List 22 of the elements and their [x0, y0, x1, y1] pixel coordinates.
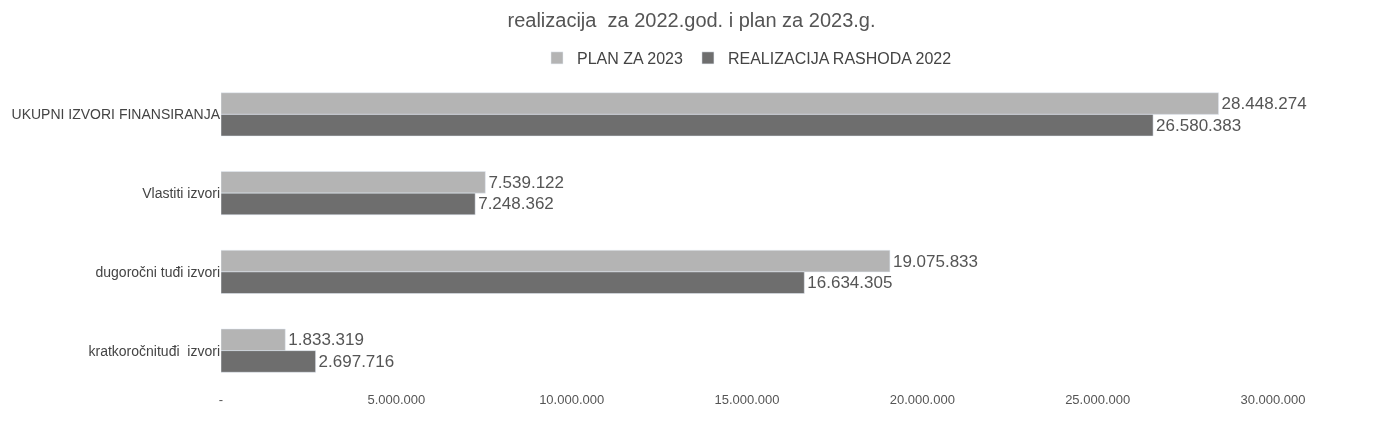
chart-title: realizacija za 2022.god. i plan za 2023.g.: [507, 8, 876, 31]
data-label: 26.580.383: [1156, 115, 1242, 135]
legend-label: REALIZACIJA RASHODA 2022: [727, 50, 952, 68]
data-label: 1.833.319: [288, 330, 364, 350]
y-tick-label: UKUPNI IZVORI FINANSIRANJA: [11, 106, 221, 123]
x-tick-label: 20.000.000: [889, 392, 955, 407]
y-tick-label: Vlastiti izvori: [142, 185, 220, 202]
x-tick-label: 30.000.000: [1240, 392, 1306, 407]
x-tick-label: 25.000.000: [1065, 392, 1131, 407]
x-tick-label: 5.000.000: [367, 392, 426, 407]
x-tick-label: 15.000.000: [714, 392, 780, 407]
data-label: 16.634.305: [807, 273, 893, 293]
data-label: 19.075.833: [892, 251, 979, 271]
y-tick-label: kratkoročnituđi izvori: [88, 342, 220, 359]
data-label: 7.248.362: [478, 194, 554, 214]
data-label: 28.448.274: [1221, 94, 1307, 114]
legend-label: PLAN ZA 2023: [577, 50, 683, 68]
data-label: 2.697.716: [318, 351, 395, 371]
x-tick-label: -: [218, 392, 224, 407]
x-tick-label: 10.000.000: [539, 392, 605, 407]
y-tick-label: dugoročni tuđi izvori: [95, 263, 220, 280]
data-label: 7.539.122: [488, 172, 565, 192]
